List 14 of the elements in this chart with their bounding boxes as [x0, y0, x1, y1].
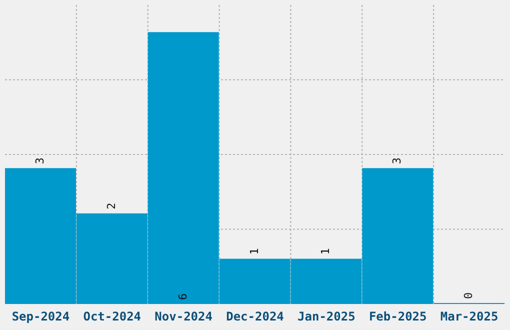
x-tick-label: Oct-2024	[83, 310, 142, 324]
data-label: 3	[34, 157, 47, 164]
x-tick-label: Nov-2024	[154, 310, 212, 324]
data-label: 1	[248, 248, 261, 255]
data-label: 1	[319, 248, 332, 255]
x-tick-label: Dec-2024	[226, 310, 284, 324]
data-label: 0	[462, 292, 476, 299]
x-tick-label: Feb-2025	[368, 310, 427, 324]
data-label: 3	[390, 157, 404, 164]
data-label: 6	[176, 293, 190, 300]
data-label: 2	[104, 202, 118, 210]
x-tick-label: Mar-2025	[440, 310, 498, 324]
x-tick-label: Jan-2025	[298, 310, 356, 324]
x-tick-label: Sep-2024	[12, 310, 70, 324]
